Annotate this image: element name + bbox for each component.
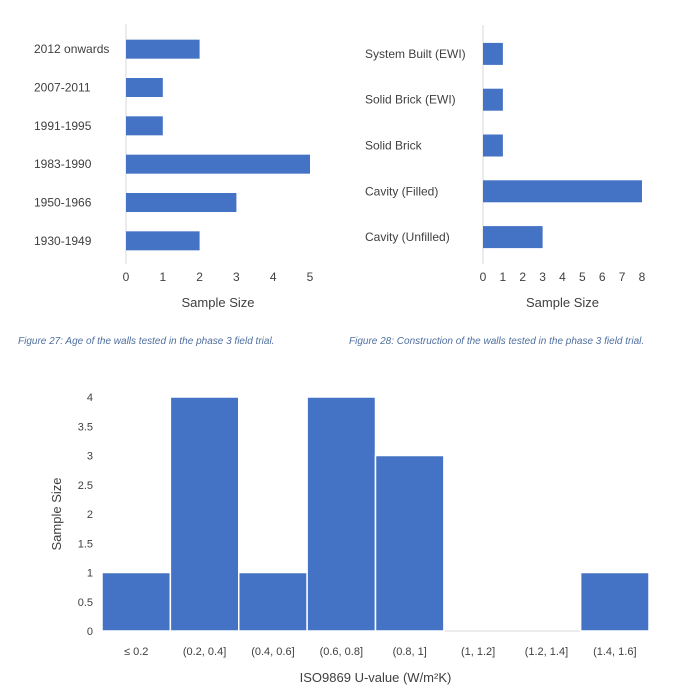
- x-tick-label: (1, 1.2]: [461, 646, 495, 658]
- x-tick-label: (1.4, 1.6]: [593, 646, 636, 658]
- x-tick-label: 8: [639, 270, 646, 284]
- x-tick-label: 4: [559, 270, 566, 284]
- x-tick-label: 2: [519, 270, 526, 284]
- category-label: Solid Brick (EWI): [365, 93, 456, 107]
- y-tick-label: 2.5: [78, 480, 93, 492]
- category-label: 1983-1990: [34, 157, 92, 171]
- bar: [483, 134, 503, 157]
- bar: [126, 193, 237, 212]
- bar: [483, 42, 503, 65]
- x-tick-label: 2: [196, 270, 203, 284]
- category-label: 2007-2011: [34, 81, 91, 95]
- histogram-bar: [374, 454, 445, 632]
- x-tick-label: 0: [123, 270, 130, 284]
- x-axis-title: Sample Size: [526, 295, 599, 310]
- x-tick-label: 5: [579, 270, 586, 284]
- histogram-bar: [579, 571, 650, 632]
- x-tick-label: (1.2, 1.4]: [525, 646, 568, 658]
- y-tick-label: 4: [87, 392, 93, 404]
- construction-chart: System Built (EWI) Solid Brick (EWI) Solid…: [365, 25, 646, 310]
- category-label: Solid Brick: [365, 139, 423, 153]
- category-label: Cavity (Filled): [365, 184, 438, 198]
- bar: [126, 231, 200, 251]
- x-tick-label: ≤ 0.2: [124, 646, 148, 658]
- histogram-bar: [306, 396, 377, 632]
- uvalue-histogram: 0 0.5 1 1.5 2 2.5 3 3.5 4 ≤ 0.2 (0.2, 0.4] (0.4, 0.…: [49, 392, 650, 685]
- histogram-bar: [169, 396, 240, 632]
- y-tick-label: 0.5: [78, 597, 93, 609]
- bar: [483, 226, 543, 249]
- x-tick-label: 1: [500, 270, 507, 284]
- bar: [126, 78, 163, 97]
- x-tick-label: (0.4, 0.6]: [251, 646, 294, 658]
- x-tick-label: 6: [599, 270, 606, 284]
- x-tick-label: (0.2, 0.4]: [183, 646, 226, 658]
- figure-27-caption: Figure 27: Age of the walls tested in th…: [18, 336, 275, 347]
- category-label: 1930-1949: [34, 234, 92, 248]
- bar: [483, 180, 642, 203]
- age-chart: 2012 onwards 2007-2011 1991-1995 1983-1990 1…: [34, 24, 314, 310]
- bar: [126, 39, 200, 59]
- x-tick-label: (0.8, 1]: [393, 646, 427, 658]
- bar: [126, 116, 163, 136]
- y-tick-label: 1.5: [78, 538, 93, 550]
- x-tick-label: 3: [233, 270, 240, 284]
- y-tick-label: 1: [87, 568, 93, 580]
- x-tick-label: (0.6, 0.8]: [320, 646, 363, 658]
- y-tick-label: 3.5: [78, 421, 93, 433]
- y-tick-label: 2: [87, 509, 93, 521]
- category-label: Cavity (Unfilled): [365, 230, 450, 244]
- bar: [126, 154, 310, 174]
- category-label: 2012 onwards: [34, 42, 109, 56]
- x-tick-label: 7: [619, 270, 626, 284]
- x-tick-label: 5: [307, 270, 314, 284]
- y-tick-label: 0: [87, 626, 93, 638]
- histogram-bar: [101, 571, 172, 632]
- category-label: 1950-1966: [34, 196, 92, 210]
- figure-28-caption: Figure 28: Construction of the walls tes…: [349, 336, 645, 347]
- x-axis-title: ISO9869 U-value (W/m²K): [300, 670, 452, 685]
- category-label: System Built (EWI): [365, 47, 466, 61]
- x-tick-label: 1: [159, 270, 166, 284]
- x-tick-label: 3: [539, 270, 546, 284]
- histogram-bar: [238, 571, 308, 632]
- y-tick-label: 3: [87, 451, 93, 463]
- category-label: 1991-1995: [34, 119, 92, 133]
- bar: [483, 88, 503, 111]
- x-tick-label: 4: [270, 270, 277, 284]
- y-axis-title: Sample Size: [49, 478, 64, 551]
- x-tick-label: 0: [480, 270, 487, 284]
- x-axis-title: Sample Size: [182, 295, 255, 310]
